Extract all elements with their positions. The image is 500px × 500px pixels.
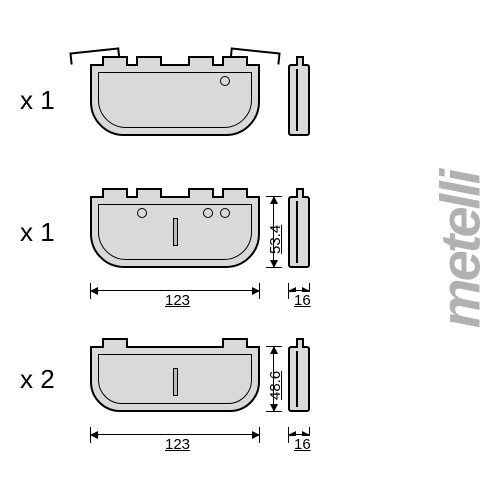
tab-icon xyxy=(222,188,248,198)
pad-side-2: 16 xyxy=(288,196,314,268)
pad-side-1 xyxy=(288,64,314,136)
side-shape-icon xyxy=(288,64,310,136)
pad-row-1: x 1 xyxy=(20,50,440,150)
side-tab-icon xyxy=(296,338,304,348)
dim-thickness-2 xyxy=(288,290,310,291)
qty-label-1: x 1 xyxy=(20,85,90,116)
side-inner-icon xyxy=(296,351,298,407)
pad-front-2: 123 xyxy=(90,196,260,268)
pad-shape-icon xyxy=(90,196,260,268)
pad-side-3: 16 xyxy=(288,346,314,412)
dim-width-2 xyxy=(90,290,260,291)
tab-icon xyxy=(188,56,214,66)
tab-icon xyxy=(222,56,248,66)
tab-icon xyxy=(222,338,248,348)
pad-row-2: x 1 123 xyxy=(20,162,440,302)
dim-width-3-label: 123 xyxy=(162,436,193,453)
side-shape-icon xyxy=(288,346,310,412)
rivet-icon xyxy=(203,208,213,218)
pad-front-3: 123 xyxy=(90,346,260,412)
tab-icon xyxy=(188,188,214,198)
qty-label-3: x 2 xyxy=(20,364,90,395)
pad-group-1 xyxy=(90,64,314,136)
brake-pad-diagram: x 1 xyxy=(20,50,440,456)
tab-icon xyxy=(136,188,162,198)
dim-height-2-label: 53.4 xyxy=(267,225,284,254)
dim-thickness-3 xyxy=(288,434,310,435)
watermark-text: metelli xyxy=(427,172,492,328)
side-inner-icon xyxy=(296,201,298,263)
pad-shape-icon xyxy=(90,64,260,136)
tab-icon xyxy=(136,56,162,66)
dim-thickness-2-label: 16 xyxy=(291,292,314,309)
dim-thickness-3-label: 16 xyxy=(291,436,314,453)
dim-width-3 xyxy=(90,434,260,435)
qty-label-2: x 1 xyxy=(20,217,90,248)
tab-icon xyxy=(102,188,128,198)
tab-icon xyxy=(102,56,128,66)
side-inner-icon xyxy=(296,69,298,131)
pad-group-3: 123 16 48.6 xyxy=(90,346,314,412)
rivet-icon xyxy=(137,208,147,218)
slot-icon xyxy=(173,218,178,246)
rivet-icon xyxy=(220,76,230,86)
side-shape-icon xyxy=(288,196,310,268)
rivet-icon xyxy=(220,208,230,218)
pad-row-3: x 2 123 xyxy=(20,314,440,444)
dim-width-2-label: 123 xyxy=(162,292,193,309)
pad-front-1 xyxy=(90,64,260,136)
pad-shape-icon xyxy=(90,346,260,412)
dim-height-3-label: 48.6 xyxy=(267,371,284,400)
tab-icon xyxy=(102,338,128,348)
pad-group-2: 123 16 53.4 xyxy=(90,196,314,268)
side-tab-icon xyxy=(296,56,304,66)
side-tab-icon xyxy=(296,188,304,198)
slot-icon xyxy=(173,368,178,396)
